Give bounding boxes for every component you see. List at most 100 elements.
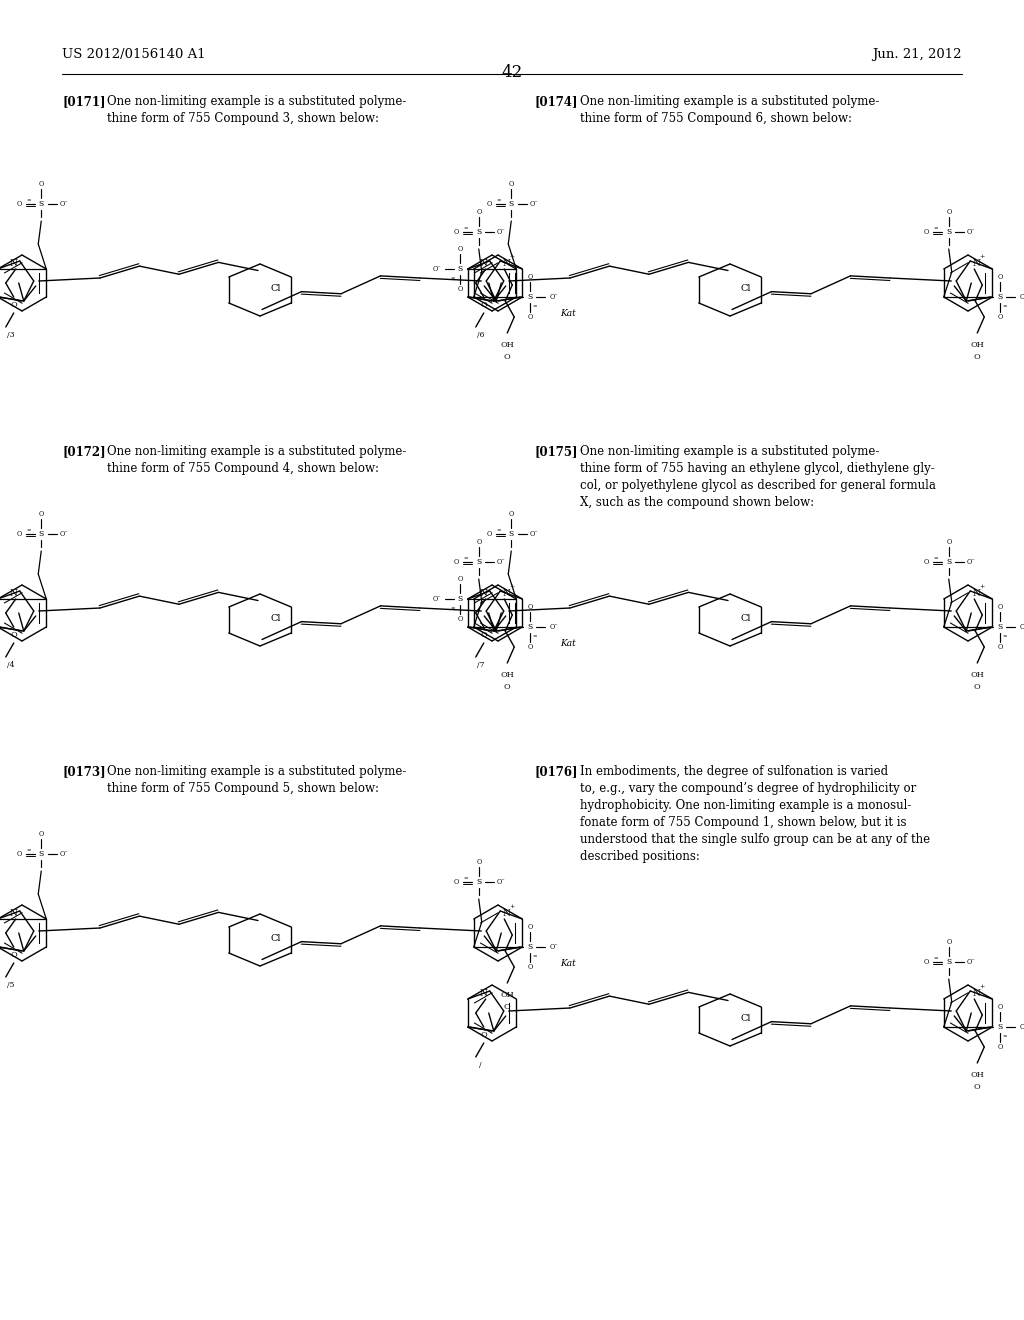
Text: /7: /7 bbox=[477, 661, 484, 669]
Text: O: O bbox=[946, 209, 951, 216]
Text: O: O bbox=[974, 1082, 981, 1092]
Text: N: N bbox=[10, 908, 17, 917]
Text: +: + bbox=[509, 904, 514, 909]
Text: =: = bbox=[532, 305, 538, 309]
Text: O: O bbox=[974, 352, 981, 360]
Text: O: O bbox=[458, 285, 463, 293]
Text: O: O bbox=[504, 1003, 511, 1011]
Text: O: O bbox=[527, 273, 532, 281]
Text: S: S bbox=[527, 623, 532, 631]
Text: OH: OH bbox=[971, 1071, 984, 1078]
Text: OH: OH bbox=[971, 671, 984, 678]
Text: S: S bbox=[458, 595, 463, 603]
Text: =: = bbox=[497, 198, 501, 203]
Text: =: = bbox=[27, 849, 31, 854]
Text: O: O bbox=[527, 924, 532, 932]
Text: S: S bbox=[997, 293, 1002, 301]
Text: S: S bbox=[476, 558, 481, 566]
Text: S: S bbox=[997, 623, 1002, 631]
Text: OH: OH bbox=[501, 991, 514, 999]
Text: O: O bbox=[458, 246, 463, 253]
Text: S: S bbox=[527, 942, 532, 950]
Text: N: N bbox=[973, 589, 980, 598]
Text: +: + bbox=[979, 985, 984, 990]
Text: O: O bbox=[10, 301, 17, 309]
Text: One non-limiting example is a substituted polyme-
thine form of 755 having an et: One non-limiting example is a substitute… bbox=[580, 445, 936, 510]
Text: O⁻: O⁻ bbox=[59, 850, 68, 858]
Text: O: O bbox=[39, 830, 44, 838]
Text: Cl: Cl bbox=[270, 614, 281, 623]
Text: [0171]: [0171] bbox=[62, 95, 105, 108]
Text: O: O bbox=[16, 850, 22, 858]
Text: O: O bbox=[997, 313, 1002, 321]
Text: S: S bbox=[476, 878, 481, 886]
Text: Kat: Kat bbox=[560, 958, 575, 968]
Text: =: = bbox=[1002, 1035, 1008, 1039]
Text: O⁻: O⁻ bbox=[549, 293, 558, 301]
Text: Jun. 21, 2012: Jun. 21, 2012 bbox=[872, 48, 962, 61]
Text: O⁻: O⁻ bbox=[967, 228, 976, 236]
Text: N: N bbox=[480, 989, 487, 998]
Text: O: O bbox=[924, 228, 929, 236]
Text: O: O bbox=[997, 273, 1002, 281]
Text: /: / bbox=[479, 1061, 482, 1069]
Text: +: + bbox=[509, 585, 514, 590]
Text: =: = bbox=[464, 876, 468, 882]
Text: S: S bbox=[509, 201, 514, 209]
Text: O: O bbox=[504, 352, 511, 360]
Text: N: N bbox=[503, 589, 510, 598]
Text: N: N bbox=[503, 259, 510, 268]
Text: /5: /5 bbox=[7, 981, 14, 989]
Text: O: O bbox=[454, 878, 459, 886]
Text: [0173]: [0173] bbox=[62, 766, 105, 777]
Text: N: N bbox=[480, 259, 487, 268]
Text: One non-limiting example is a substituted polyme-
thine form of 755 Compound 3, : One non-limiting example is a substitute… bbox=[106, 95, 407, 125]
Text: S: S bbox=[39, 850, 44, 858]
Text: =: = bbox=[464, 227, 468, 231]
Text: S: S bbox=[946, 228, 951, 236]
Text: O: O bbox=[454, 558, 459, 566]
Text: Cl: Cl bbox=[740, 1014, 751, 1023]
Text: +: + bbox=[979, 255, 984, 260]
Text: S: S bbox=[946, 958, 951, 966]
Text: O: O bbox=[997, 603, 1002, 611]
Text: O: O bbox=[486, 531, 492, 539]
Text: O⁻: O⁻ bbox=[59, 201, 68, 209]
Text: O: O bbox=[486, 201, 492, 209]
Text: [0174]: [0174] bbox=[535, 95, 579, 108]
Text: +: + bbox=[979, 585, 984, 590]
Text: O: O bbox=[16, 531, 22, 539]
Text: OH: OH bbox=[971, 341, 984, 348]
Text: In embodiments, the degree of sulfonation is varied
to, e.g., vary the compound’: In embodiments, the degree of sulfonatio… bbox=[580, 766, 930, 863]
Text: O: O bbox=[527, 313, 532, 321]
Text: =: = bbox=[451, 276, 456, 281]
Text: S: S bbox=[946, 558, 951, 566]
Text: O: O bbox=[997, 1003, 1002, 1011]
Text: [0176]: [0176] bbox=[535, 766, 579, 777]
Text: O⁻: O⁻ bbox=[549, 623, 558, 631]
Text: O⁻: O⁻ bbox=[497, 878, 506, 886]
Text: O: O bbox=[39, 181, 44, 189]
Text: O: O bbox=[480, 1031, 487, 1039]
Text: O: O bbox=[997, 1043, 1002, 1051]
Text: US 2012/0156140 A1: US 2012/0156140 A1 bbox=[62, 48, 206, 61]
Text: S: S bbox=[476, 228, 481, 236]
Text: O: O bbox=[946, 939, 951, 946]
Text: =: = bbox=[1002, 635, 1008, 639]
Text: O: O bbox=[504, 682, 511, 690]
Text: Cl: Cl bbox=[270, 935, 281, 942]
Text: OH: OH bbox=[501, 671, 514, 678]
Text: O: O bbox=[946, 539, 951, 546]
Text: S: S bbox=[997, 1023, 1002, 1031]
Text: =: = bbox=[27, 528, 31, 533]
Text: O: O bbox=[997, 643, 1002, 651]
Text: O⁻: O⁻ bbox=[1019, 623, 1024, 631]
Text: O⁻: O⁻ bbox=[432, 595, 440, 603]
Text: S: S bbox=[458, 265, 463, 273]
Text: Kat: Kat bbox=[560, 639, 575, 648]
Text: O: O bbox=[39, 511, 44, 519]
Text: /4: /4 bbox=[7, 661, 14, 669]
Text: O⁻: O⁻ bbox=[1019, 293, 1024, 301]
Text: S: S bbox=[527, 293, 532, 301]
Text: O: O bbox=[527, 643, 532, 651]
